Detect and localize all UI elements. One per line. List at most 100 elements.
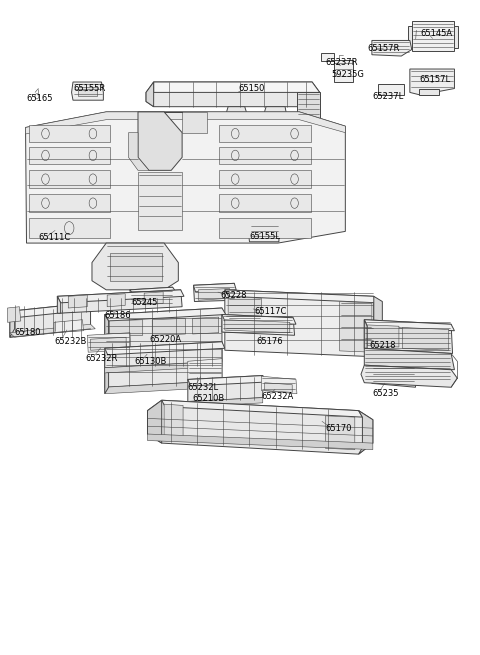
Polygon shape: [219, 218, 311, 238]
Polygon shape: [57, 290, 182, 313]
Polygon shape: [10, 303, 91, 337]
Text: 65130B: 65130B: [135, 357, 167, 365]
Polygon shape: [188, 398, 263, 407]
Polygon shape: [107, 293, 125, 307]
Polygon shape: [144, 291, 163, 305]
Polygon shape: [412, 21, 455, 52]
Text: 65186: 65186: [105, 311, 132, 320]
Polygon shape: [219, 147, 311, 164]
Polygon shape: [228, 296, 261, 324]
Polygon shape: [164, 112, 207, 133]
Text: 65245: 65245: [132, 298, 158, 307]
Polygon shape: [147, 434, 373, 449]
Polygon shape: [325, 416, 355, 449]
Polygon shape: [146, 82, 154, 107]
Polygon shape: [138, 112, 182, 170]
Text: 65157R: 65157R: [367, 44, 399, 53]
Polygon shape: [364, 320, 367, 348]
Polygon shape: [188, 375, 265, 386]
Polygon shape: [321, 54, 334, 61]
Polygon shape: [105, 308, 226, 321]
Text: 59235G: 59235G: [332, 69, 364, 79]
Polygon shape: [219, 125, 311, 142]
Polygon shape: [164, 404, 183, 440]
Text: 65145A: 65145A: [420, 29, 453, 39]
Text: 65180: 65180: [14, 328, 41, 337]
Polygon shape: [364, 320, 455, 331]
Polygon shape: [29, 170, 109, 188]
Text: 65228: 65228: [220, 291, 247, 299]
Text: 65218: 65218: [369, 341, 396, 350]
Polygon shape: [25, 112, 345, 134]
Text: 65237L: 65237L: [372, 92, 403, 101]
Polygon shape: [193, 284, 235, 301]
Polygon shape: [10, 303, 96, 318]
Polygon shape: [372, 41, 412, 56]
Text: 65155L: 65155L: [250, 232, 280, 241]
Polygon shape: [130, 288, 178, 296]
Polygon shape: [340, 301, 372, 352]
Text: 65232L: 65232L: [188, 383, 219, 392]
Polygon shape: [188, 375, 263, 402]
Polygon shape: [222, 314, 296, 324]
Polygon shape: [455, 26, 458, 48]
Text: 65232R: 65232R: [86, 354, 118, 363]
Polygon shape: [25, 112, 345, 243]
Text: 65157L: 65157L: [420, 75, 450, 84]
Polygon shape: [146, 82, 320, 107]
Polygon shape: [264, 383, 292, 392]
Polygon shape: [410, 69, 455, 95]
Polygon shape: [198, 289, 229, 300]
Polygon shape: [91, 337, 126, 350]
Polygon shape: [420, 88, 439, 95]
Polygon shape: [364, 348, 455, 369]
Polygon shape: [219, 170, 311, 188]
Polygon shape: [225, 320, 290, 333]
Polygon shape: [264, 107, 287, 121]
Polygon shape: [68, 295, 87, 308]
Polygon shape: [364, 320, 453, 354]
Polygon shape: [87, 333, 131, 352]
Polygon shape: [402, 328, 449, 350]
Polygon shape: [29, 195, 109, 212]
Polygon shape: [129, 133, 149, 170]
Polygon shape: [225, 290, 374, 357]
Text: 65117C: 65117C: [254, 307, 287, 316]
Polygon shape: [226, 107, 247, 121]
Polygon shape: [109, 320, 143, 337]
Polygon shape: [57, 290, 184, 303]
Polygon shape: [375, 371, 410, 384]
Polygon shape: [225, 290, 378, 303]
Polygon shape: [138, 172, 182, 230]
Polygon shape: [154, 82, 320, 92]
Polygon shape: [261, 376, 297, 394]
Polygon shape: [137, 291, 167, 305]
Text: 65111C: 65111C: [38, 233, 71, 242]
Text: 65176: 65176: [257, 337, 283, 346]
Text: 65155R: 65155R: [73, 84, 105, 93]
Polygon shape: [147, 400, 373, 454]
Polygon shape: [359, 411, 373, 454]
Polygon shape: [367, 325, 399, 347]
Polygon shape: [222, 314, 295, 335]
Polygon shape: [29, 147, 109, 164]
Polygon shape: [374, 296, 383, 360]
Polygon shape: [188, 359, 222, 381]
Polygon shape: [29, 218, 109, 238]
Polygon shape: [105, 314, 108, 394]
Polygon shape: [193, 284, 236, 291]
Text: 65235: 65235: [372, 389, 398, 398]
Polygon shape: [8, 307, 21, 322]
Polygon shape: [297, 92, 320, 120]
Text: 65237R: 65237R: [325, 58, 358, 67]
Polygon shape: [162, 400, 362, 417]
Polygon shape: [92, 243, 179, 290]
Polygon shape: [361, 365, 457, 387]
Polygon shape: [78, 87, 96, 96]
Polygon shape: [152, 318, 185, 335]
Polygon shape: [105, 362, 222, 373]
Polygon shape: [147, 400, 162, 443]
Polygon shape: [105, 342, 225, 355]
Text: 65232A: 65232A: [261, 392, 294, 402]
Polygon shape: [372, 366, 416, 387]
